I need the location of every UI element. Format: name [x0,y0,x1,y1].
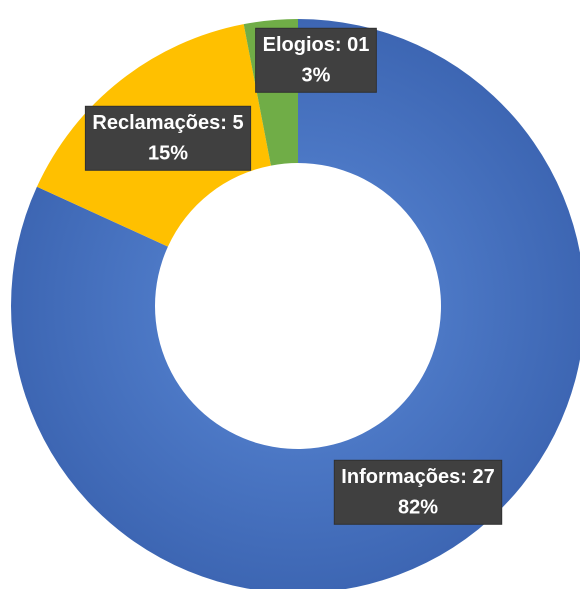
category-name: Elogios [263,34,335,56]
data-label-name: Reclamações: 5 [92,112,243,134]
category-name: Informações [341,466,460,488]
data-label: Reclamações: 5 15% [84,105,252,171]
separator: : [335,34,347,56]
percent-label: 3% [302,64,331,86]
separator: : [220,112,232,134]
percent-label: 15% [148,142,188,164]
data-label-box [333,459,503,525]
donut-slice [11,19,580,589]
data-label: Informações: 27 82% [333,459,503,525]
data-label: Elogios: 01 3% [255,27,377,93]
value-label: 01 [347,34,369,56]
value-label: 27 [472,466,494,488]
data-label-name: Informações: 27 [341,466,494,488]
value-label: 5 [232,112,243,134]
data-label-box [255,27,377,93]
data-label-name: Elogios: 01 [263,34,370,56]
percent-label: 82% [398,496,438,518]
category-name: Reclamações [92,112,220,134]
separator: : [460,466,472,488]
data-label-box [84,105,252,171]
